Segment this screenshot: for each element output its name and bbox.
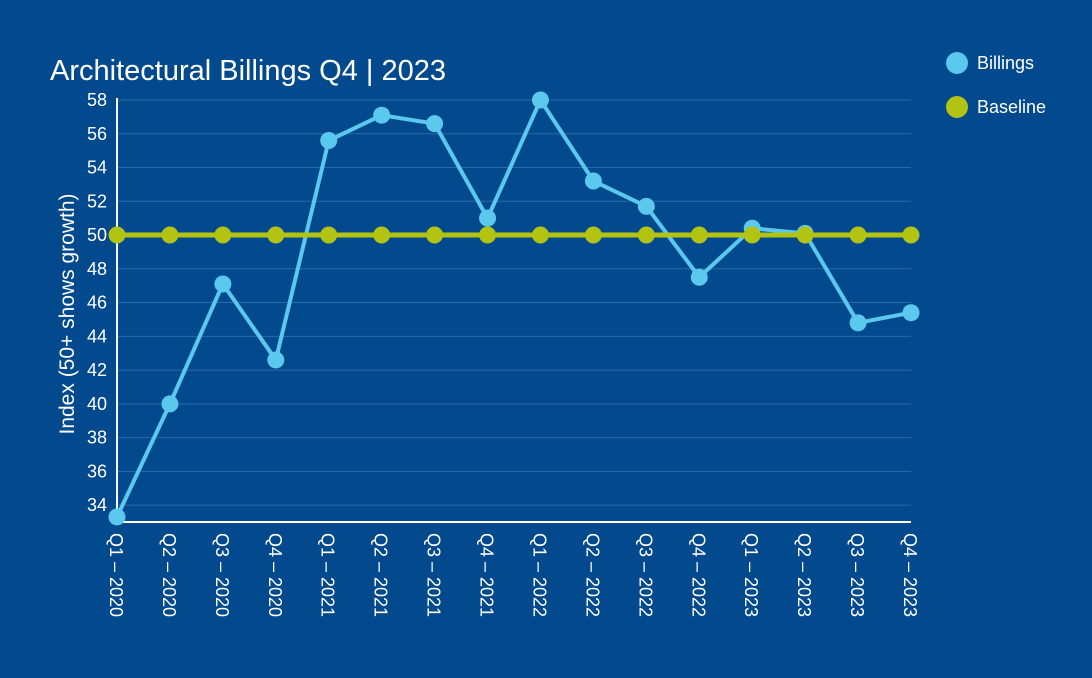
y-tick-label: 42 [87, 360, 107, 380]
x-tick-label: Q1 – 2023 [741, 533, 761, 617]
x-tick-label: Q2 – 2023 [794, 533, 814, 617]
baseline-point[interactable] [743, 226, 761, 244]
billings-line [115, 98, 912, 518]
x-tick-label: Q2 – 2020 [159, 533, 179, 617]
baseline-point[interactable] [267, 226, 285, 244]
baseline-point[interactable] [584, 226, 602, 244]
baseline-point[interactable] [108, 226, 126, 244]
y-tick-label: 56 [87, 124, 107, 144]
x-tick-label: Q1 – 2022 [529, 533, 549, 617]
billings-point[interactable] [531, 91, 549, 109]
x-tick-label: Q1 – 2020 [106, 533, 126, 617]
baseline-point[interactable] [796, 226, 814, 244]
y-tick-labels: 34 36 38 40 42 44 46 48 50 52 54 56 58 [87, 90, 107, 515]
baseline-point[interactable] [161, 226, 179, 244]
y-tick-label: 40 [87, 394, 107, 414]
y-tick-label: 54 [87, 158, 107, 178]
legend-label: Baseline [977, 97, 1046, 117]
y-tick-label: 36 [87, 461, 107, 481]
billings-point[interactable] [267, 351, 285, 369]
billings-point[interactable] [849, 314, 867, 332]
billings-point[interactable] [426, 115, 444, 133]
x-tick-label: Q2 – 2021 [371, 533, 391, 617]
x-tick-label: Q3 – 2023 [847, 533, 867, 617]
y-tick-label: 34 [87, 495, 107, 515]
billings-point[interactable] [637, 197, 655, 215]
legend-item-baseline[interactable]: Baseline [946, 96, 1046, 118]
x-tick-label: Q3 – 2021 [424, 533, 444, 617]
legend-label: Billings [977, 53, 1034, 73]
billings-point[interactable] [902, 304, 920, 322]
y-tick-label: 52 [87, 191, 107, 211]
series-baseline [108, 226, 920, 244]
billings-point[interactable] [584, 172, 602, 190]
x-tick-label: Q1 – 2021 [318, 533, 338, 617]
billings-point[interactable] [479, 209, 497, 227]
baseline-point[interactable] [690, 226, 708, 244]
billings-point[interactable] [161, 395, 179, 413]
baseline-point[interactable] [531, 226, 549, 244]
x-tick-label: Q3 – 2020 [212, 533, 232, 617]
y-tick-label: 58 [87, 90, 107, 110]
x-tick-label: Q4 – 2021 [477, 533, 497, 617]
baseline-point[interactable] [426, 226, 444, 244]
series [108, 91, 920, 526]
billings-point[interactable] [214, 275, 232, 293]
legend[interactable]: Billings Baseline [946, 52, 1046, 118]
baseline-point[interactable] [849, 226, 867, 244]
baseline-point[interactable] [637, 226, 655, 244]
y-tick-label: 44 [87, 326, 107, 346]
chart-title: Architectural Billings Q4 | 2023 [50, 55, 446, 87]
y-tick-label: 38 [87, 428, 107, 448]
baseline-point[interactable] [479, 226, 497, 244]
y-tick-label: 46 [87, 293, 107, 313]
legend-item-billings[interactable]: Billings [946, 52, 1034, 74]
grid [117, 99, 911, 506]
x-tick-label: Q4 – 2020 [265, 533, 285, 617]
y-axis-label: Index (50+ shows growth) [56, 193, 79, 434]
legend-swatch [946, 96, 968, 118]
baseline-point[interactable] [320, 226, 338, 244]
billings-point[interactable] [108, 508, 126, 526]
y-tick-label: 50 [87, 225, 107, 245]
axes [116, 98, 911, 523]
x-tick-label: Q2 – 2022 [582, 533, 602, 617]
y-tick-label: 48 [87, 259, 107, 279]
series-billings [108, 91, 920, 526]
billings-point[interactable] [690, 268, 708, 286]
baseline-point[interactable] [373, 226, 391, 244]
legend-swatch [946, 52, 968, 74]
x-tick-label: Q4 – 2023 [900, 533, 920, 617]
baseline-point[interactable] [214, 226, 232, 244]
baseline-point[interactable] [902, 226, 920, 244]
x-tick-label: Q3 – 2022 [635, 533, 655, 617]
billings-point[interactable] [373, 106, 391, 124]
x-tick-label: Q4 – 2022 [688, 533, 708, 617]
billings-point[interactable] [320, 132, 338, 150]
x-tick-labels: Q1 – 2020 Q2 – 2020 Q3 – 2020 Q4 – 2020 Q1 –… [106, 533, 920, 617]
